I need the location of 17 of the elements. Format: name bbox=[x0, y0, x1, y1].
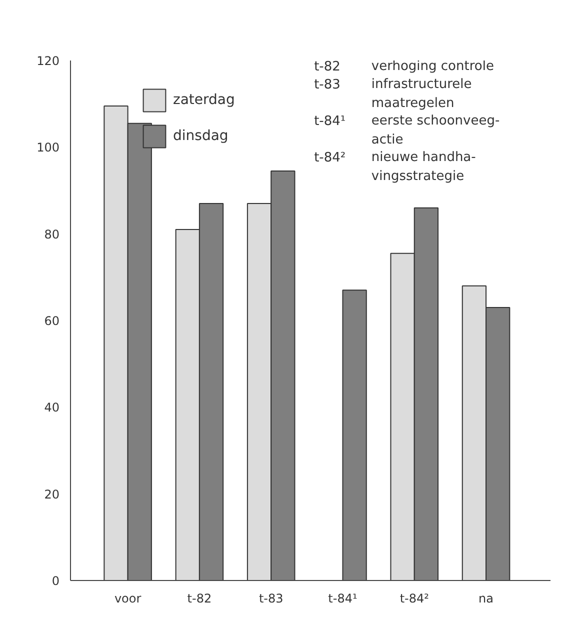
y-tick-label: 60 bbox=[44, 314, 60, 328]
bar bbox=[342, 290, 367, 580]
y-tick-label: 100 bbox=[36, 140, 60, 155]
y-tick-label: 20 bbox=[44, 487, 60, 502]
y-tick-label: 40 bbox=[44, 400, 60, 415]
x-tick-label: t-83 bbox=[258, 592, 284, 606]
x-tick-label: voor bbox=[114, 592, 142, 606]
y-tick-label: 0 bbox=[52, 574, 60, 588]
y-tick-label: 80 bbox=[44, 227, 60, 242]
x-tick-label: t-84¹ bbox=[328, 592, 358, 606]
x-tick-label: t-84² bbox=[400, 592, 430, 606]
text: t-84² nieuwe handha- vingsstrategie bbox=[314, 150, 476, 184]
legend-label: dinsdag bbox=[173, 128, 228, 144]
legend-label: zaterdag bbox=[173, 92, 235, 108]
x-tick-label: t-82 bbox=[187, 592, 212, 606]
x-tick-label: na bbox=[478, 592, 494, 606]
y-tick-label: 120 bbox=[36, 54, 60, 68]
